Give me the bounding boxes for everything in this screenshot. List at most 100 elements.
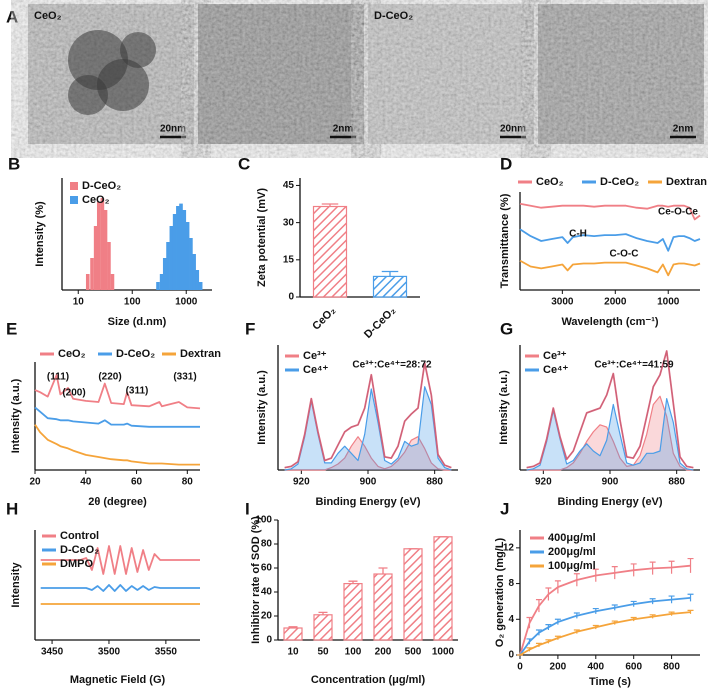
x-tick-label: 20 bbox=[29, 477, 41, 488]
panel-label: G bbox=[500, 319, 513, 338]
bar bbox=[107, 242, 111, 290]
error-bar bbox=[611, 604, 618, 611]
error-bar bbox=[668, 611, 675, 616]
error-bar bbox=[611, 566, 618, 580]
error-bar bbox=[348, 580, 358, 584]
legend-label: Dextran bbox=[180, 348, 221, 360]
component-area bbox=[284, 386, 452, 471]
x-tick-label: 500 bbox=[405, 647, 422, 658]
series-line bbox=[519, 259, 701, 277]
y-tick-label: 80 bbox=[261, 539, 273, 550]
bar bbox=[176, 206, 180, 290]
error-bar bbox=[573, 612, 580, 619]
x-axis-label: Size (d.nm) bbox=[108, 316, 167, 328]
legend-label: D-CeO₂ bbox=[82, 180, 121, 192]
fit-envelope bbox=[284, 362, 452, 469]
x-tick-label: 880 bbox=[426, 477, 443, 488]
error-bar bbox=[535, 629, 542, 636]
error-bar bbox=[554, 635, 561, 640]
y-tick-label: 45 bbox=[283, 180, 295, 191]
y-tick-label: 4 bbox=[508, 614, 514, 625]
y-tick-label: 12 bbox=[503, 542, 515, 553]
x-tick-label: CeO₂ bbox=[310, 305, 338, 333]
series-line bbox=[519, 228, 701, 252]
error-bar bbox=[321, 203, 339, 207]
bar bbox=[189, 238, 193, 290]
series-line bbox=[519, 611, 691, 656]
x-tick-label: 600 bbox=[625, 662, 642, 673]
legend-label: Ce³⁺ bbox=[303, 350, 327, 362]
y-tick-label: 0 bbox=[266, 635, 272, 646]
annotation: Ce-O-Ce bbox=[658, 207, 698, 218]
x-axis-label: Time (s) bbox=[589, 676, 631, 688]
x-tick-label: 100 bbox=[124, 297, 141, 308]
error-bar bbox=[592, 607, 599, 614]
y-tick-label: 8 bbox=[508, 578, 514, 589]
bar bbox=[96, 202, 101, 290]
legend-label: 400μg/ml bbox=[548, 532, 596, 544]
annotation: (311) bbox=[126, 386, 149, 397]
error-bar bbox=[630, 563, 637, 577]
bar bbox=[182, 210, 187, 290]
y-tick-label: 100 bbox=[255, 515, 272, 526]
y-tick-label: 0 bbox=[508, 650, 514, 661]
micrograph-texture bbox=[368, 4, 534, 144]
error-bar bbox=[687, 609, 694, 614]
annotation: (200) bbox=[62, 388, 85, 399]
legend-label: D-CeO₂ bbox=[60, 544, 99, 556]
error-bar bbox=[554, 618, 561, 625]
bar bbox=[179, 203, 183, 290]
error-bar bbox=[649, 598, 656, 605]
bar bbox=[372, 275, 408, 298]
x-axis-label: Wavelength (cm⁻¹) bbox=[561, 316, 658, 328]
bar bbox=[343, 582, 363, 641]
panel-label: I bbox=[245, 499, 250, 518]
bar bbox=[156, 282, 160, 290]
legend-label: CeO₂ bbox=[58, 348, 86, 360]
annotation: (220) bbox=[98, 372, 121, 383]
x-tick-label: 100 bbox=[345, 647, 362, 658]
bar bbox=[373, 573, 393, 641]
x-tick-label: 80 bbox=[182, 477, 194, 488]
scale-bar-label: 20nm bbox=[500, 124, 526, 135]
error-bar bbox=[554, 580, 561, 594]
bar bbox=[313, 614, 333, 641]
micrograph-texture bbox=[198, 4, 364, 144]
x-tick-label: 900 bbox=[602, 477, 619, 488]
x-tick-label: 2000 bbox=[604, 297, 627, 308]
bar bbox=[433, 536, 453, 641]
legend-label: Control bbox=[60, 530, 99, 542]
annotation: (111) bbox=[47, 372, 69, 383]
legend-swatch bbox=[70, 182, 78, 190]
bar bbox=[169, 226, 174, 290]
legend-label: Ce⁴⁺ bbox=[303, 364, 329, 376]
y-tick-label: 40 bbox=[261, 587, 273, 598]
particle-cluster bbox=[97, 59, 149, 111]
error-bar bbox=[545, 639, 552, 644]
panel-label: H bbox=[6, 499, 18, 518]
y-tick-label: 20 bbox=[261, 611, 273, 622]
scale-bar-label: 2nm bbox=[333, 124, 354, 135]
panel-label: D bbox=[500, 154, 512, 173]
error-bar bbox=[630, 600, 637, 607]
bar bbox=[159, 274, 164, 290]
series-line bbox=[40, 584, 200, 592]
x-axis-label: Binding Energy (eV) bbox=[315, 496, 420, 508]
panel-label: E bbox=[6, 319, 17, 338]
bar bbox=[85, 274, 90, 290]
x-tick-label: 10 bbox=[73, 297, 85, 308]
error-bar bbox=[378, 567, 388, 574]
x-axis-label: 2θ (degree) bbox=[88, 496, 147, 508]
micrograph-texture bbox=[538, 4, 704, 144]
x-tick-label: 1000 bbox=[175, 297, 198, 308]
x-tick-label: 400 bbox=[587, 662, 604, 673]
x-tick-label: 60 bbox=[131, 477, 143, 488]
bar bbox=[93, 226, 98, 290]
y-axis-label: Intensity (a.u.) bbox=[10, 378, 22, 453]
legend-label: DMPO bbox=[60, 558, 93, 570]
annotation: C-H bbox=[569, 229, 587, 240]
fit-envelope bbox=[526, 350, 694, 469]
x-tick-label: 50 bbox=[317, 647, 329, 658]
series-line bbox=[519, 202, 701, 221]
